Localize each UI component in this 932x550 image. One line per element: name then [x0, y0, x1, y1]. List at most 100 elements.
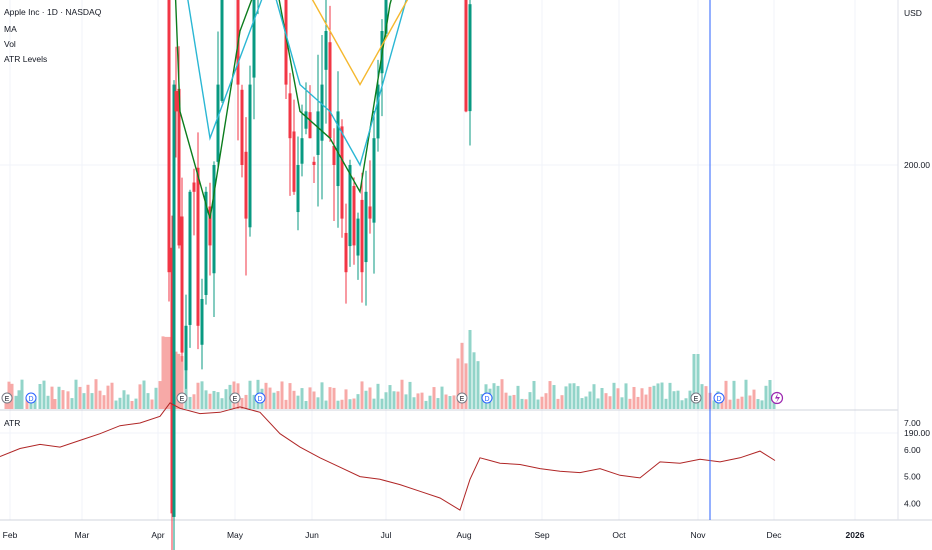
legend-ma[interactable]: MA [4, 24, 17, 34]
volume-bar [180, 356, 184, 409]
volume-bar [740, 396, 744, 409]
time-tick-3: May [227, 530, 244, 540]
volume-bar [612, 382, 616, 409]
volume-bar [106, 385, 110, 409]
time-tick-1: Mar [75, 530, 90, 540]
event-marker-label-7: E [694, 396, 699, 403]
volume-bar [200, 381, 204, 409]
legend-vol[interactable]: Vol [4, 39, 16, 49]
candle-body [284, 0, 288, 85]
volume-bar [167, 336, 171, 409]
volume-bar [600, 387, 604, 409]
candle-body [384, 0, 388, 34]
volume-bar [204, 390, 208, 409]
volume-bar [372, 398, 376, 409]
volume-bar [224, 389, 228, 409]
volume-bar [388, 385, 392, 409]
event-marker-5 [456, 392, 468, 404]
volume-bar [356, 394, 360, 409]
volume-bar [146, 393, 150, 409]
volume-bar [158, 381, 162, 409]
volume-bar [154, 387, 158, 409]
volume-bar [656, 383, 660, 409]
candle-body [192, 182, 196, 192]
candle-body [220, 0, 224, 101]
time-tick-6: Aug [456, 530, 471, 540]
time-tick-10: Dec [766, 530, 782, 540]
volume-bar [624, 383, 628, 409]
volume-bar [596, 398, 600, 409]
atr-tick-2: 5.00 [904, 472, 921, 482]
volume-bar [240, 398, 244, 409]
volume-bar [82, 393, 86, 409]
volume-bar [396, 391, 400, 409]
currency-label: USD [904, 8, 922, 18]
volume-bar [284, 399, 288, 409]
time-tick-0: Feb [3, 530, 18, 540]
candle-body [352, 185, 356, 246]
volume-bar [424, 400, 428, 409]
volume-bar [572, 383, 576, 409]
volume-bar [348, 399, 352, 409]
candle-body [360, 199, 364, 273]
volume-bar [636, 396, 640, 409]
candle-body [376, 84, 380, 139]
volume-bar [748, 395, 752, 409]
candle-body [252, 0, 256, 78]
volume-bar [161, 336, 165, 409]
volume-bar [138, 384, 142, 409]
volume-bar [528, 392, 532, 409]
volume-bar [174, 351, 178, 409]
volume-bar [444, 394, 448, 409]
volume-bar [53, 399, 57, 409]
candle-body [464, 0, 468, 112]
price-tick-13: 190.00 [904, 428, 930, 438]
candle-body [312, 161, 316, 165]
volume-bar [448, 396, 452, 409]
volume-bar [496, 385, 500, 409]
volume-bar [648, 386, 652, 409]
volume-bar [520, 398, 524, 409]
time-tick-11: 2026 [846, 530, 865, 540]
legend-atr[interactable]: ATR [4, 418, 21, 428]
volume-bar [33, 395, 37, 409]
candle-body [372, 138, 376, 223]
candle-body [200, 299, 204, 345]
volume-bar [660, 382, 664, 409]
candle-body [368, 206, 372, 219]
volume-bar [588, 391, 592, 409]
volume-bar [14, 395, 18, 409]
volume-bar [616, 388, 620, 409]
volume-bar [500, 379, 504, 409]
volume-bar [580, 398, 584, 409]
candle-body [332, 145, 336, 165]
volume-bar [724, 380, 728, 409]
volume-bar [768, 380, 772, 409]
volume-bar [344, 389, 348, 409]
event-marker-7 [690, 392, 702, 404]
volume-bar [288, 383, 292, 409]
volume-bar [268, 387, 272, 409]
candle-body [170, 247, 174, 514]
candle-body [344, 232, 348, 273]
candle-body [204, 191, 208, 295]
volume-bar [17, 390, 21, 409]
event-marker-label-6: D [484, 396, 489, 403]
volume-bar [42, 380, 46, 409]
volume-bar [668, 382, 672, 409]
volume-bar [98, 390, 102, 409]
volume-bar [114, 400, 118, 409]
volume-bar [38, 383, 42, 409]
volume-bar [680, 400, 684, 409]
candle-body [248, 84, 252, 228]
candle-body [320, 84, 324, 141]
time-tick-8: Oct [612, 530, 626, 540]
volume-bar [360, 381, 364, 409]
volume-bar [432, 387, 436, 409]
legend-atr-levels[interactable]: ATR Levels [4, 54, 48, 64]
volume-bar [652, 385, 656, 409]
candle-body [300, 138, 304, 164]
event-marker-label-8: D [716, 396, 721, 403]
volume-bar [468, 329, 472, 409]
